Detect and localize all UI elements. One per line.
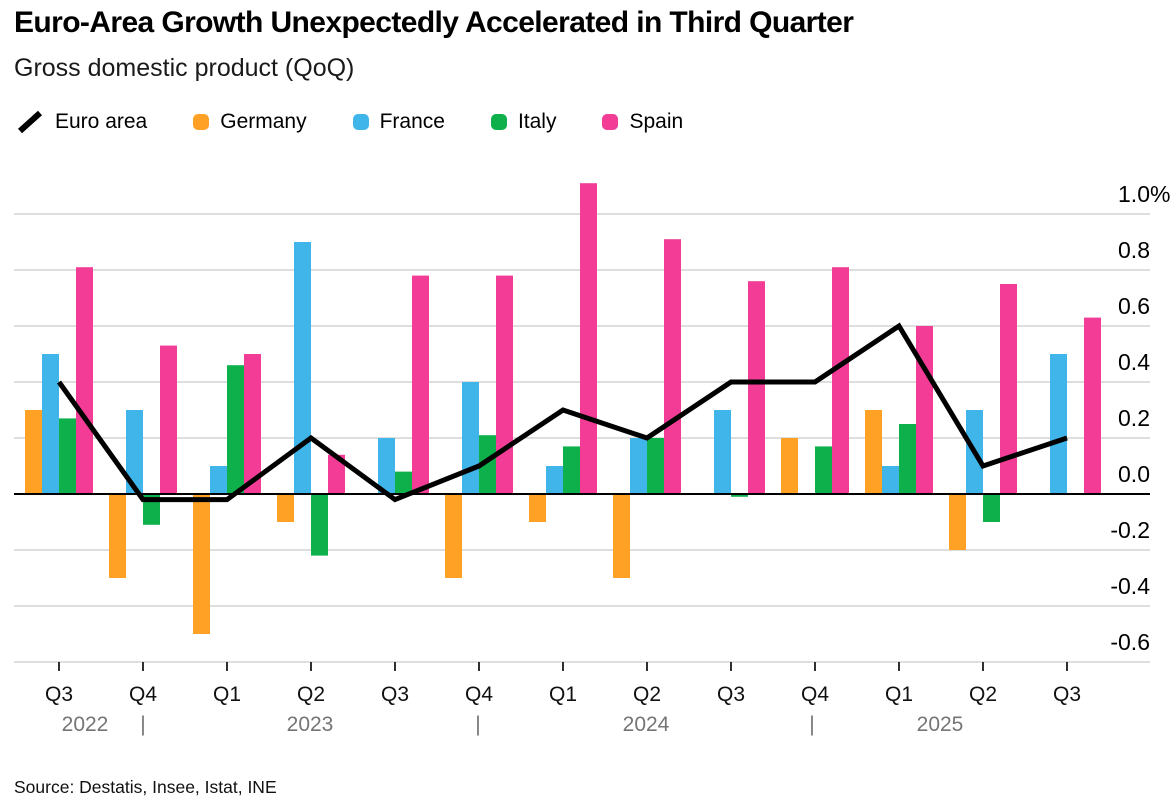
- x-axis-tick-label: Q3: [381, 683, 409, 706]
- bar-germany-q2-2024: [613, 494, 630, 578]
- bar-italy-q4-2023: [479, 435, 496, 494]
- chart-subtitle: Gross domestic product (QoQ): [14, 54, 355, 82]
- year-label: 2022: [62, 713, 109, 736]
- bar-france-q3-2024: [714, 410, 731, 494]
- year-separator: |: [475, 713, 480, 736]
- bar-france-q4-2023: [462, 382, 479, 494]
- bar-italy-q2-2024: [647, 438, 664, 494]
- y-axis-tick-label: 0.2: [1118, 405, 1150, 431]
- y-axis-tick-label: -0.2: [1110, 517, 1150, 543]
- bar-italy-q1-2024: [563, 446, 580, 494]
- x-axis-tick-label: Q4: [129, 683, 157, 706]
- legend-label: France: [379, 110, 445, 133]
- chart-legend: Euro area Germany France Italy Spain: [16, 110, 683, 134]
- italy-swatch: [490, 114, 507, 130]
- euro-area-line: [56, 322, 1068, 503]
- bar-france-q1-2023: [210, 466, 227, 494]
- bar-spain-q3-2022: [76, 267, 93, 494]
- bar-spain-q4-2022: [160, 345, 177, 494]
- x-axis-tick-label: Q3: [45, 683, 73, 706]
- euro-area-line-icon: [17, 110, 43, 134]
- year-label: 2023: [287, 713, 334, 736]
- bar-germany-q2-2025: [949, 494, 966, 550]
- bar-france-q2-2024: [630, 438, 647, 494]
- bar-spain-q3-2024: [748, 281, 765, 494]
- bar-germany-q3-2022: [25, 410, 42, 494]
- bar-spain-q4-2023: [496, 275, 513, 494]
- bar-spain-q1-2024: [580, 183, 597, 494]
- y-axis-tick-label: 0.0: [1118, 461, 1150, 487]
- x-axis-tick-label: Q2: [297, 683, 325, 706]
- germany-swatch: [193, 114, 210, 130]
- legend-item-spain: Spain: [602, 110, 683, 134]
- x-axis-tick-label: Q4: [465, 683, 493, 706]
- bar-france-q4-2022: [126, 410, 143, 494]
- bar-germany-q1-2024: [529, 494, 546, 522]
- bar-italy-q1-2025: [899, 424, 916, 494]
- x-axis-tick-label: Q3: [1053, 683, 1081, 706]
- y-axis-tick-label: 1.0: [1118, 181, 1150, 207]
- bar-spain-q4-2024: [832, 267, 849, 494]
- legend-label: Italy: [517, 110, 557, 133]
- bar-france-q3-2022: [42, 354, 59, 494]
- bar-italy-q3-2024: [731, 494, 748, 497]
- y-axis-tick-label: 0.6: [1118, 293, 1150, 319]
- bar-italy-q1-2023: [227, 365, 244, 494]
- bar-spain-q1-2023: [244, 354, 261, 494]
- bar-france-q1-2024: [546, 466, 563, 494]
- year-separator: |: [809, 713, 814, 736]
- bar-italy-q2-2025: [983, 494, 1000, 522]
- bar-spain-q1-2025: [916, 326, 933, 494]
- x-axis-tick-label: Q1: [549, 683, 577, 706]
- bar-spain-q3-2023: [412, 275, 429, 494]
- bar-germany-q4-2023: [445, 494, 462, 578]
- bar-germany-q1-2025: [865, 410, 882, 494]
- bar-italy-q4-2024: [815, 446, 832, 494]
- bar-france-q3-2023: [378, 438, 395, 494]
- bar-spain-q3-2025: [1084, 317, 1101, 494]
- bar-italy-q3-2023: [395, 471, 412, 494]
- legend-label: Euro area: [55, 110, 148, 133]
- bar-germany-q2-2023: [277, 494, 294, 522]
- source-note: Source: Destatis, Insee, Istat, INE: [14, 777, 277, 797]
- y-axis-percent-suffix: %: [1150, 181, 1170, 207]
- bar-france-q2-2023: [294, 242, 311, 494]
- x-axis-tick-label: Q3: [717, 683, 745, 706]
- bar-spain-q2-2024: [664, 239, 681, 494]
- y-axis-tick-label: -0.4: [1110, 573, 1150, 599]
- y-axis-tick-label: 0.4: [1118, 349, 1150, 375]
- y-axis-tick-label: -0.6: [1110, 629, 1150, 655]
- legend-label: Spain: [629, 110, 684, 133]
- bar-germany-q4-2024: [781, 438, 798, 494]
- bar-france-q3-2025: [1050, 354, 1067, 494]
- year-label: 2024: [623, 713, 670, 736]
- x-axis-tick-label: Q2: [969, 683, 997, 706]
- page-title: Euro-Area Growth Unexpectedly Accelerate…: [14, 6, 854, 39]
- year-separator: |: [140, 713, 145, 736]
- legend-item-italy: Italy: [490, 110, 557, 134]
- bar-italy-q2-2023: [311, 494, 328, 556]
- x-axis-tick-label: Q1: [213, 683, 241, 706]
- bar-spain-q2-2025: [1000, 284, 1017, 494]
- legend-item-france: France: [352, 110, 445, 134]
- legend-item-germany: Germany: [193, 110, 307, 134]
- legend-item-euro-area: Euro area: [16, 110, 147, 134]
- x-axis-tick-label: Q4: [801, 683, 829, 706]
- year-label: 2025: [917, 713, 964, 736]
- bar-france-q1-2025: [882, 466, 899, 494]
- bar-spain-q2-2023: [328, 454, 345, 494]
- bar-italy-q3-2022: [59, 418, 76, 494]
- y-axis-tick-label: 0.8: [1118, 237, 1150, 263]
- bar-germany-q1-2023: [193, 494, 210, 634]
- spain-swatch: [602, 114, 619, 130]
- x-axis-tick-label: Q2: [633, 683, 661, 706]
- x-axis-tick-label: Q1: [885, 683, 913, 706]
- bar-germany-q4-2022: [109, 494, 126, 578]
- france-swatch: [352, 114, 369, 130]
- legend-label: Germany: [220, 110, 307, 133]
